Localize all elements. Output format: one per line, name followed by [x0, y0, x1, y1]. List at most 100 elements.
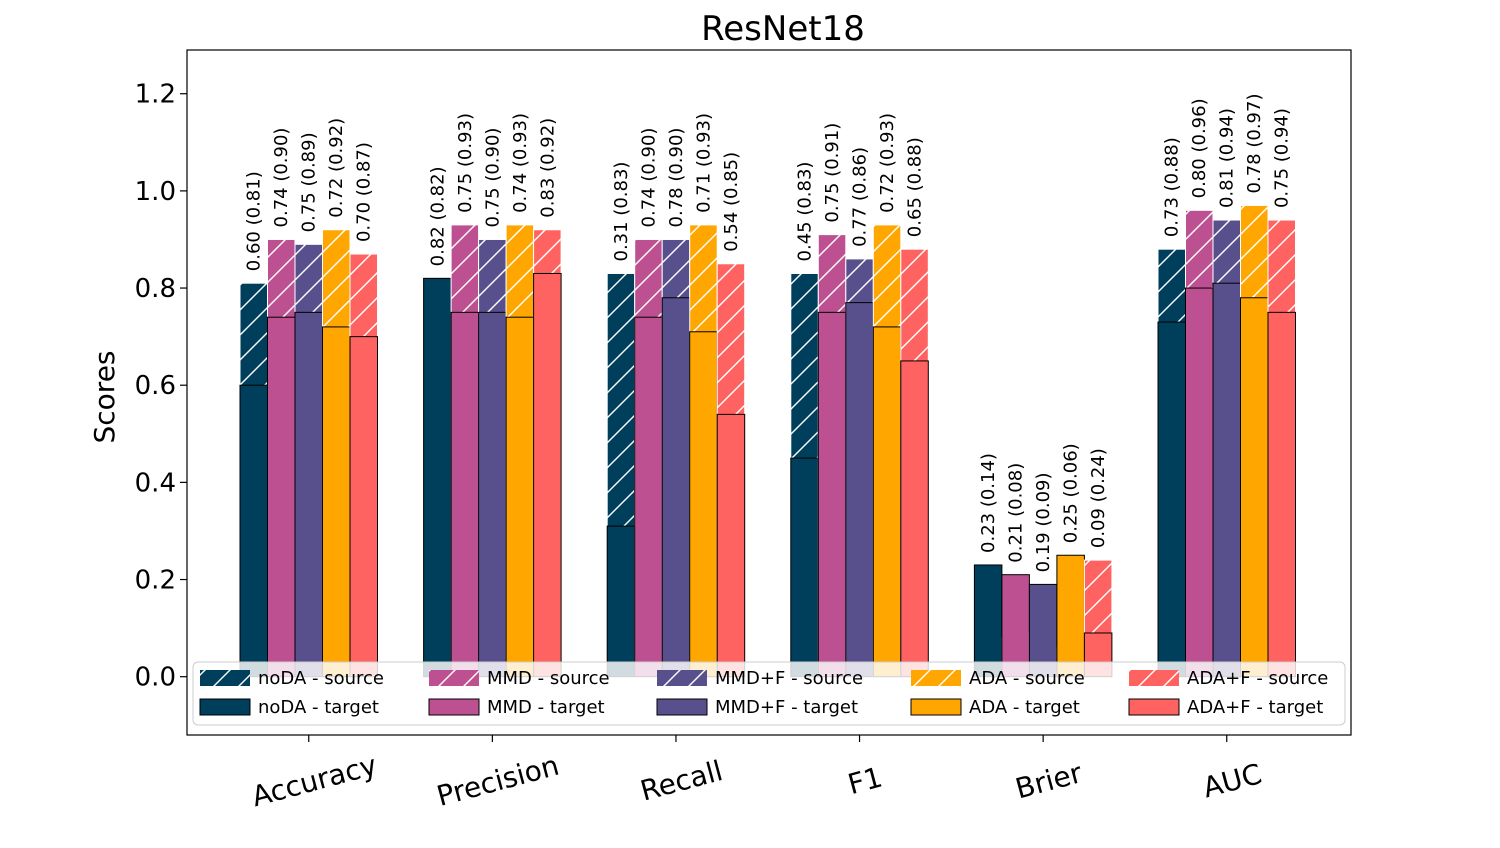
legend-label: MMD - target — [487, 697, 605, 718]
data-label: 0.70 (0.87) — [354, 142, 375, 242]
x-tick-label: Recall — [637, 754, 726, 807]
x-axis-ticks: Accuracy Precision Recall F1 Brier AUC — [248, 735, 1265, 813]
data-label: 0.75 (0.94) — [1272, 108, 1293, 208]
data-label: 0.74 (0.90) — [271, 128, 292, 228]
data-label: 0.80 (0.96) — [1189, 98, 1210, 198]
bar-target — [716, 413, 746, 678]
y-tick-label: 1.0 — [135, 177, 176, 207]
data-label: 0.72 (0.92) — [326, 118, 347, 218]
data-label: 0.81 (0.94) — [1217, 108, 1238, 208]
bar-target — [294, 311, 323, 678]
data-label: 0.74 (0.93) — [510, 113, 531, 213]
bar-target — [322, 326, 351, 678]
x-tick-label: F1 — [844, 760, 885, 801]
legend-swatch-target — [199, 698, 251, 716]
data-label: 0.83 (0.92) — [537, 118, 558, 218]
bar-target — [1212, 282, 1241, 678]
x-tick-label: AUC — [1199, 757, 1265, 804]
data-label: 0.54 (0.85) — [721, 152, 742, 252]
data-label: 0.75 (0.93) — [455, 113, 476, 213]
data-label: 0.75 (0.90) — [482, 128, 503, 228]
bar-target — [973, 564, 1003, 678]
y-tick-label: 0.8 — [135, 274, 176, 304]
legend: noDA - source MMD - source MMD+F - source A… — [192, 661, 1346, 726]
data-label: 0.71 (0.93) — [693, 113, 714, 213]
x-tick-label: Accuracy — [248, 748, 380, 813]
data-label: 0.75 (0.89) — [299, 132, 320, 232]
data-label: 0.19 (0.09) — [1033, 472, 1054, 572]
y-tick-label: 0.6 — [135, 371, 176, 401]
data-label: 0.65 (0.88) — [905, 137, 926, 237]
bar-target — [606, 525, 636, 678]
legend-swatch-hatch — [200, 670, 250, 686]
legend-swatch-hatch — [657, 670, 707, 686]
y-tick-label: 0.2 — [135, 566, 176, 596]
data-label: 0.45 (0.83) — [795, 162, 816, 262]
bars-layer — [239, 204, 1296, 678]
bar-target — [1267, 311, 1296, 678]
bar-target — [1157, 321, 1186, 678]
data-label: 0.78 (0.90) — [666, 128, 687, 228]
bar-target — [661, 297, 691, 678]
legend-label: ADA+F - target — [1187, 697, 1323, 718]
bar-target — [634, 316, 663, 678]
chart-title: ResNet18 — [701, 9, 865, 49]
bar-target — [478, 311, 507, 678]
bar-target — [1240, 297, 1269, 678]
legend-label: ADA - target — [969, 697, 1080, 718]
legend-swatch-target — [428, 698, 480, 716]
bar-target — [790, 457, 819, 678]
bar-target — [1056, 554, 1085, 678]
data-label: 0.60 (0.81) — [244, 171, 265, 271]
data-labels-layer: 0.60 (0.81) 0.74 (0.90) 0.75 (0.89) 0.72 (0… — [244, 94, 1293, 573]
legend-swatch-target — [656, 698, 708, 716]
data-label: 0.23 (0.14) — [978, 453, 999, 553]
y-tick-label: 1.2 — [135, 80, 176, 110]
legend-label: noDA - source — [258, 668, 384, 689]
bar-target — [689, 331, 718, 678]
legend-box — [192, 661, 1346, 726]
data-label: 0.31 (0.83) — [611, 162, 632, 262]
bar-target — [450, 311, 480, 678]
x-tick-label: Brier — [1012, 756, 1086, 805]
bar-target — [239, 384, 268, 678]
legend-swatch-target — [910, 698, 962, 716]
bar-target — [1185, 287, 1214, 678]
data-label: 0.82 (0.82) — [427, 166, 448, 266]
data-label: 0.09 (0.24) — [1088, 448, 1109, 548]
data-label: 0.77 (0.86) — [850, 147, 871, 247]
data-label: 0.75 (0.91) — [822, 123, 843, 223]
bar-target — [349, 336, 378, 678]
bar-target — [817, 311, 847, 678]
legend-label: ADA - source — [969, 668, 1085, 689]
bar-target — [1001, 574, 1030, 678]
data-label: 0.74 (0.90) — [638, 128, 659, 228]
bar-target — [423, 277, 452, 678]
y-tick-label: 0.4 — [135, 468, 176, 498]
y-axis-ticks: 0.0 0.2 0.4 0.6 0.8 1.0 1.2 — [135, 80, 187, 693]
bar-target — [872, 326, 902, 678]
data-label: 0.73 (0.88) — [1162, 137, 1183, 237]
legend-label: noDA - target — [258, 697, 379, 718]
legend-label: ADA+F - source — [1187, 668, 1328, 689]
legend-swatch-hatch — [1129, 670, 1179, 686]
data-label: 0.21 (0.08) — [1006, 463, 1027, 563]
legend-label: MMD+F - target — [715, 697, 858, 718]
legend-label: MMD - source — [487, 668, 610, 689]
data-label: 0.78 (0.97) — [1244, 94, 1265, 194]
bar-target — [267, 316, 296, 678]
legend-swatch-target — [1128, 698, 1180, 716]
y-tick-label: 0.0 — [135, 663, 176, 693]
bar-target — [845, 302, 874, 678]
x-tick-label: Precision — [433, 749, 562, 813]
y-axis-label: Scores — [88, 350, 121, 443]
legend-swatch-hatch — [911, 670, 961, 686]
legend-swatch-hatch — [429, 670, 479, 686]
bar-target — [900, 360, 929, 678]
data-label: 0.72 (0.93) — [877, 113, 898, 213]
bar-target — [533, 272, 562, 678]
bar-target — [505, 316, 535, 678]
legend-label: MMD+F - source — [715, 668, 863, 689]
plot-frame — [186, 49, 1352, 736]
